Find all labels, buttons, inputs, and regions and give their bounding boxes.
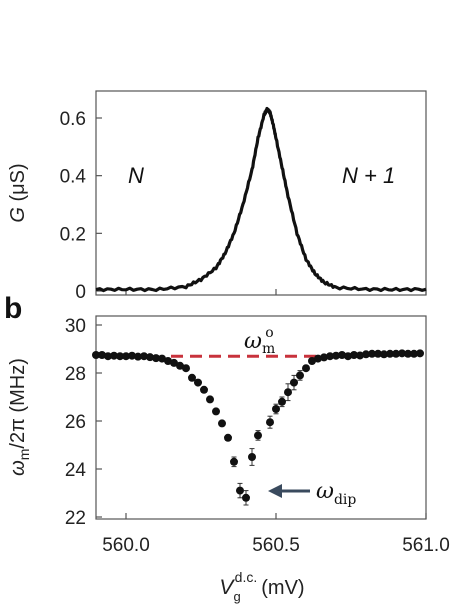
data-point (248, 453, 256, 461)
panel-b-letter: b (4, 292, 22, 325)
data-point (176, 361, 184, 370)
data-point (410, 349, 418, 358)
data-point (110, 351, 118, 360)
data-point (392, 349, 400, 358)
omega-m0-label: ωmo (244, 325, 275, 357)
data-point (230, 457, 238, 466)
panel-a-ytick-label: 0.6 (60, 109, 86, 130)
data-point (182, 364, 190, 373)
panel-b-yticks: 22 24 26 28 30 (65, 316, 102, 529)
data-point (284, 388, 292, 397)
data-point (362, 350, 370, 359)
panel-a-ytick-label: 0 (75, 282, 86, 303)
panel-a-frame (95, 90, 427, 296)
data-point (296, 371, 304, 380)
data-point (212, 407, 220, 416)
data-point (314, 354, 322, 363)
panel-b-xtick-label: 560.5 (252, 535, 300, 556)
panel-a-ylabel: G (μS) (7, 163, 29, 222)
panel-b-xtick-label: 560.0 (102, 535, 150, 556)
panel-a-ytick-label: 0.2 (60, 224, 86, 245)
region-label-n-plus-1: N + 1 (342, 163, 395, 188)
dip-arrow (268, 484, 310, 498)
data-point (224, 433, 232, 442)
data-point (290, 378, 298, 387)
panel-b-ytick-label: 28 (65, 364, 86, 385)
data-point (374, 349, 382, 358)
data-point (152, 354, 160, 363)
panel-b-frame (95, 315, 427, 520)
data-point (266, 418, 274, 427)
data-point (122, 352, 130, 361)
omega-dip-label: ωdip (316, 479, 356, 508)
region-label-n: N (128, 163, 144, 188)
data-point (92, 351, 100, 359)
data-point (242, 493, 250, 502)
panel-b-ylabel: ωm/2π (MHz) (7, 358, 32, 476)
panel-b-ytick-label: 26 (65, 412, 86, 433)
data-point (320, 353, 328, 362)
data-point (278, 397, 286, 406)
panel-b-xlabel: Vgd.c. (mV) (219, 569, 304, 604)
panel-a-ytick-label: 0.4 (60, 167, 87, 188)
data-point (386, 349, 394, 358)
data-point (116, 352, 124, 361)
panel-b-ytick-label: 24 (65, 460, 87, 481)
data-point (140, 352, 148, 361)
panel-b-xtick-label: 561.0 (402, 535, 450, 556)
data-point (146, 353, 154, 362)
panel-b-points (92, 349, 424, 506)
data-point (134, 352, 142, 361)
data-point (128, 351, 136, 360)
data-point (380, 350, 388, 359)
data-point (368, 349, 376, 358)
data-point (350, 351, 358, 359)
data-point (344, 352, 352, 361)
data-point (98, 351, 106, 359)
data-point (158, 354, 166, 363)
data-point (254, 431, 262, 440)
data-point (218, 419, 226, 428)
panel-b-xticks: 560.0 560.5 561.0 (102, 513, 450, 556)
data-point (326, 352, 334, 361)
data-point (302, 364, 310, 373)
data-point (356, 351, 364, 360)
dip-arrow-head (268, 484, 282, 498)
data-point (236, 486, 244, 495)
panel-a-yticks: 0 0.2 0.4 0.6 (60, 109, 102, 303)
data-point (332, 351, 340, 360)
data-point (200, 385, 208, 394)
data-point (188, 373, 196, 382)
data-point (416, 349, 424, 358)
data-point (164, 357, 172, 365)
data-point (398, 349, 406, 358)
data-point (206, 395, 214, 404)
conductance-curve (95, 106, 427, 293)
data-point (404, 349, 412, 358)
data-point (308, 357, 316, 365)
panel-b-ytick-label: 30 (65, 316, 86, 337)
data-point (194, 378, 202, 387)
data-point (338, 351, 346, 359)
data-point (272, 405, 280, 413)
panel-b-ytick-label: 22 (65, 508, 86, 529)
data-point (170, 358, 178, 367)
data-point (104, 352, 112, 361)
